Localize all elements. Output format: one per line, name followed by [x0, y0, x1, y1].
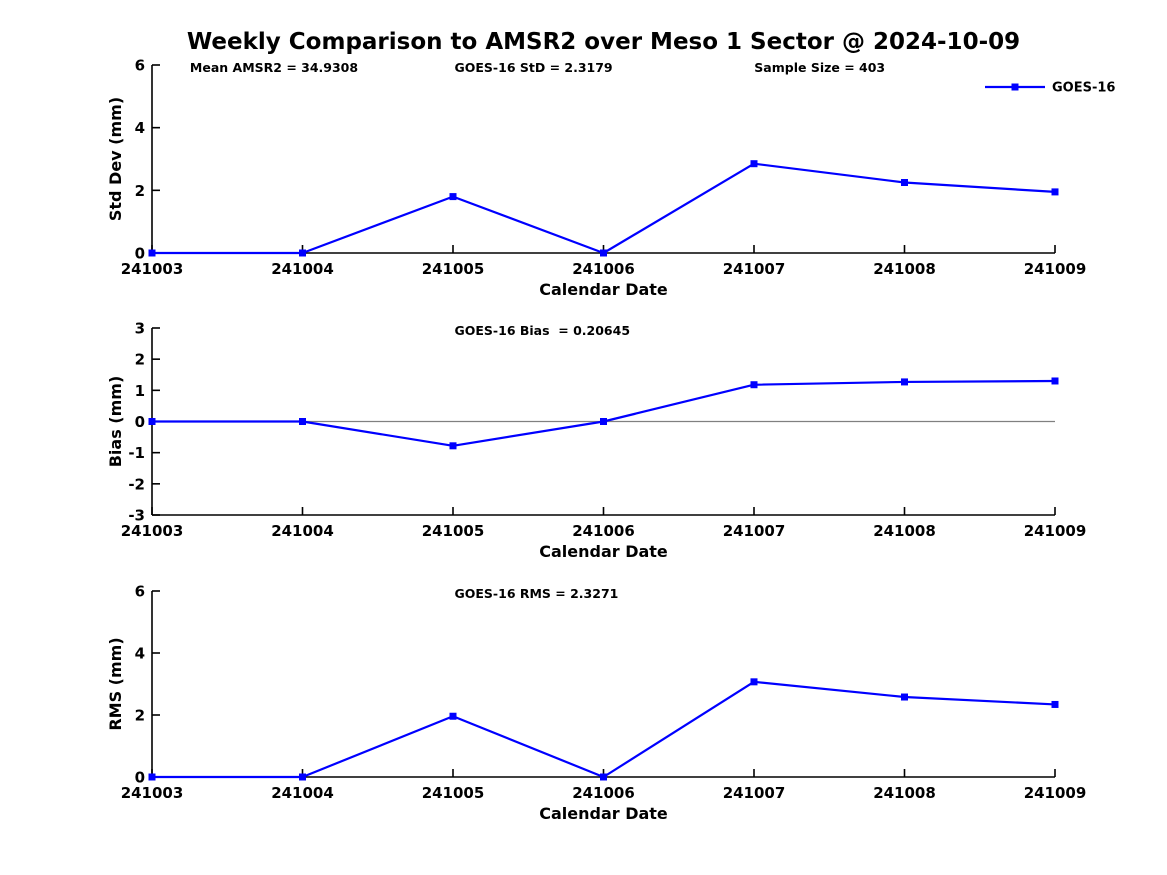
y-axis-title: RMS (mm) — [106, 637, 125, 730]
annotation: Sample Size = 403 — [754, 60, 885, 75]
y-tick-label: -2 — [128, 475, 145, 493]
legend: GOES-16 — [985, 81, 1115, 96]
x-tick-label: 241003 — [121, 260, 184, 278]
x-tick-label: 241007 — [723, 784, 786, 802]
x-tick-label: 241007 — [723, 522, 786, 540]
y-tick-label: 2 — [135, 351, 145, 369]
legend-marker — [1011, 83, 1019, 91]
x-tick-label: 241005 — [422, 784, 485, 802]
y-tick-label: 6 — [135, 583, 145, 601]
x-tick-label: 241005 — [422, 522, 485, 540]
x-tick-label: 241008 — [873, 522, 936, 540]
data-point-marker — [750, 160, 758, 168]
annotation: Mean AMSR2 = 34.9308 — [190, 60, 358, 75]
x-axis-title: Calendar Date — [539, 804, 668, 823]
y-tick-label: 4 — [135, 645, 145, 663]
x-tick-label: 241003 — [121, 784, 184, 802]
legend-label: GOES-16 — [1052, 81, 1115, 96]
data-point-marker — [600, 773, 607, 781]
data-point-marker — [449, 712, 457, 720]
data-point-marker — [901, 693, 908, 701]
data-point-marker — [299, 249, 306, 257]
x-tick-label: 241003 — [121, 522, 184, 540]
y-tick-label: 0 — [135, 413, 145, 431]
x-tick-label: 241006 — [572, 522, 635, 540]
y-tick-label: 0 — [135, 769, 145, 787]
data-point-marker — [449, 442, 457, 450]
figure-title: Weekly Comparison to AMSR2 over Meso 1 S… — [186, 29, 1021, 55]
y-tick-label: 1 — [135, 382, 145, 400]
subplot-std-dev: 0 2 4 6 241003 241004 241005 241006 241007 241008… — [106, 57, 1115, 300]
data-point-marker — [449, 193, 457, 201]
x-tick-label: 241008 — [873, 260, 936, 278]
annotation: GOES-16 Bias = 0.20645 — [455, 323, 631, 338]
x-tick-label: 241009 — [1024, 784, 1087, 802]
y-tick-label: 2 — [135, 707, 145, 725]
data-point-marker — [750, 381, 758, 389]
y-tick-label: 4 — [135, 119, 145, 137]
x-tick-label: 241004 — [271, 522, 334, 540]
x-axis-title: Calendar Date — [539, 280, 668, 299]
annotation: GOES-16 RMS = 2.3271 — [455, 586, 619, 601]
data-point-marker — [148, 773, 156, 781]
x-tick-label: 241004 — [271, 260, 334, 278]
data-point-marker — [901, 378, 908, 386]
y-axis-title: Std Dev (mm) — [106, 97, 125, 221]
data-point-marker — [148, 249, 156, 257]
y-tick-label: 6 — [135, 57, 145, 75]
series-line — [152, 162, 1056, 255]
data-point-marker — [750, 678, 758, 686]
x-tick-label: 241005 — [422, 260, 485, 278]
x-tick-label: 241006 — [572, 260, 635, 278]
x-tick-label: 241009 — [1024, 522, 1087, 540]
data-point-marker — [1051, 377, 1059, 385]
data-point-marker — [299, 418, 306, 425]
subplot-rms: 0 2 4 6 241003 241004 241005 241006 241007 241008… — [106, 583, 1086, 824]
y-tick-label: -3 — [128, 507, 145, 525]
x-tick-label: 241006 — [572, 784, 635, 802]
data-point-marker — [1051, 188, 1059, 196]
data-point-marker — [1051, 700, 1059, 708]
y-axis-title: Bias (mm) — [106, 376, 125, 468]
x-tick-label: 241008 — [873, 784, 936, 802]
x-tick-label: 241004 — [271, 784, 334, 802]
x-tick-label: 241007 — [723, 260, 786, 278]
data-point-marker — [148, 418, 156, 425]
data-point-marker — [600, 249, 607, 257]
x-axis-title: Calendar Date — [539, 542, 668, 561]
subplot-bias: -3 -2 -1 0 1 2 3 241003 241004 241005 241006 241007… — [106, 320, 1086, 562]
x-tick-label: 241009 — [1024, 260, 1087, 278]
y-tick-label: 2 — [135, 182, 145, 200]
y-tick-label: 3 — [135, 320, 145, 338]
annotation: GOES-16 StD = 2.3179 — [455, 60, 613, 75]
data-point-marker — [299, 773, 306, 781]
series-line — [152, 680, 1056, 779]
data-point-marker — [901, 179, 908, 186]
series-line — [152, 379, 1056, 447]
y-tick-label: -1 — [128, 444, 145, 462]
data-point-marker — [600, 418, 607, 425]
y-tick-label: 0 — [135, 245, 145, 263]
